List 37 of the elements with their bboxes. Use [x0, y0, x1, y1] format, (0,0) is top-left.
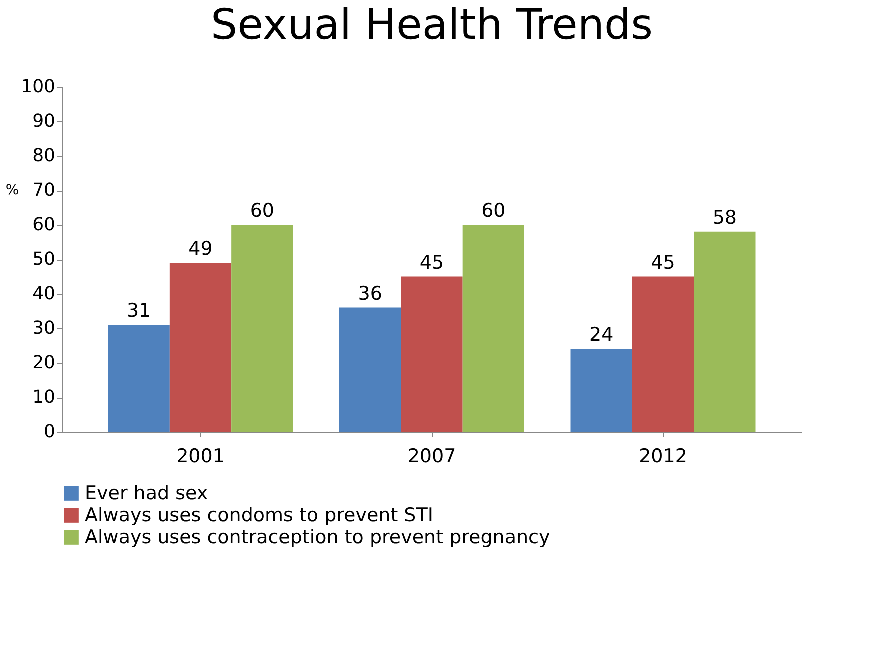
y-tick-label: 80 [32, 146, 56, 166]
x-tick-label: 2007 [408, 446, 456, 468]
x-tick-label: 2001 [176, 446, 225, 468]
bar [232, 225, 294, 432]
data-label: 58 [712, 206, 738, 229]
data-label: 36 [358, 282, 382, 305]
y-tick-label: 60 [32, 214, 56, 236]
bar [108, 325, 170, 432]
y-tick-label: 70 [32, 180, 56, 201]
data-label: 60 [482, 200, 506, 222]
y-tick-label: 0 [44, 422, 56, 442]
data-label: 45 [420, 252, 444, 274]
legend-label: Always uses condoms to prevent STI [85, 504, 434, 526]
y-tick-label: 90 [32, 111, 56, 132]
data-label: 49 [188, 238, 213, 260]
bar [170, 262, 232, 432]
legend-label: Ever had sex [85, 482, 208, 504]
bar [340, 308, 402, 432]
bar [694, 232, 756, 432]
chart-title: Sexual Health Trends [210, 0, 654, 49]
y-tick-label: 10 [32, 387, 56, 408]
y-tick-label: 50 [32, 249, 56, 270]
bar [570, 349, 632, 432]
y-axis-title: % [6, 182, 20, 198]
bar [632, 276, 694, 432]
data-label: 31 [126, 300, 152, 322]
y-tick-label: 20 [32, 352, 56, 374]
y-tick-label: 100 [21, 76, 56, 98]
x-tick-label: 2012 [639, 446, 688, 468]
data-label: 24 [589, 324, 614, 346]
y-tick-label: 40 [32, 284, 56, 304]
bar [462, 225, 524, 432]
y-tick-label: 30 [32, 318, 56, 339]
data-label: 60 [250, 200, 275, 222]
bar [401, 276, 463, 432]
data-label: 45 [651, 252, 676, 274]
legend-label: Always uses contraception to prevent pregnancy [85, 526, 550, 548]
